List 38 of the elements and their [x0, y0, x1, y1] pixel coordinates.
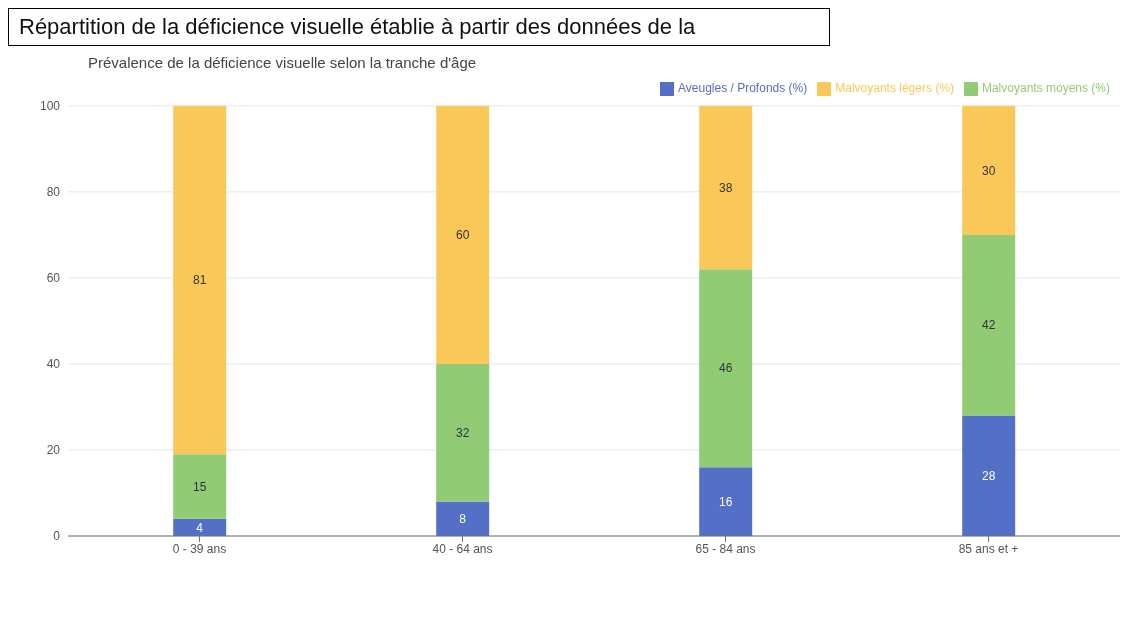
bar [436, 363, 490, 502]
y-tick-label: 40 [46, 357, 61, 372]
data-label: 30 [982, 163, 996, 178]
data-label: 81 [193, 273, 207, 288]
y-tick-label: 100 [39, 99, 61, 114]
bar [699, 467, 753, 536]
x-tick-label: 65 - 84 ans [695, 541, 756, 556]
x-tick-label: 0 - 39 ans [172, 541, 227, 556]
bar [173, 454, 227, 519]
data-label: 32 [456, 426, 470, 441]
x-tick-label: 40 - 64 ans [432, 541, 493, 556]
legend-label: Malvoyants moyens (%) [981, 81, 1110, 95]
bar [699, 269, 753, 468]
legend-label: Aveugles / Profonds (%) [678, 81, 808, 95]
bar [436, 105, 490, 364]
data-label: 16 [719, 494, 733, 509]
data-label: 4 [196, 520, 204, 535]
y-tick-label: 60 [46, 271, 61, 286]
data-label: 46 [719, 361, 733, 376]
bar [962, 234, 1016, 416]
y-tick-label: 0 [53, 529, 61, 544]
chart-title: Répartition de la déficience visuelle établie à partir des données de la [8, 8, 830, 46]
bar [699, 105, 753, 270]
y-tick-label: 20 [46, 443, 61, 458]
bar [436, 501, 490, 536]
legend-label: Malvoyants légers (%) [835, 81, 954, 95]
data-label: 42 [982, 318, 996, 333]
x-tick-label: 85 ans et + [958, 541, 1019, 556]
bar [962, 105, 1016, 235]
bar [173, 105, 227, 455]
data-label: 8 [459, 512, 467, 527]
data-label: 38 [719, 180, 733, 195]
chart-subtitle: Prévalence de la déficience visuelle selon la tranche d'âge [88, 54, 478, 71]
bar [962, 415, 1016, 536]
data-label: 28 [982, 469, 996, 484]
y-tick-label: 80 [46, 185, 61, 200]
data-label: 15 [193, 479, 207, 494]
data-label: 60 [456, 228, 470, 243]
